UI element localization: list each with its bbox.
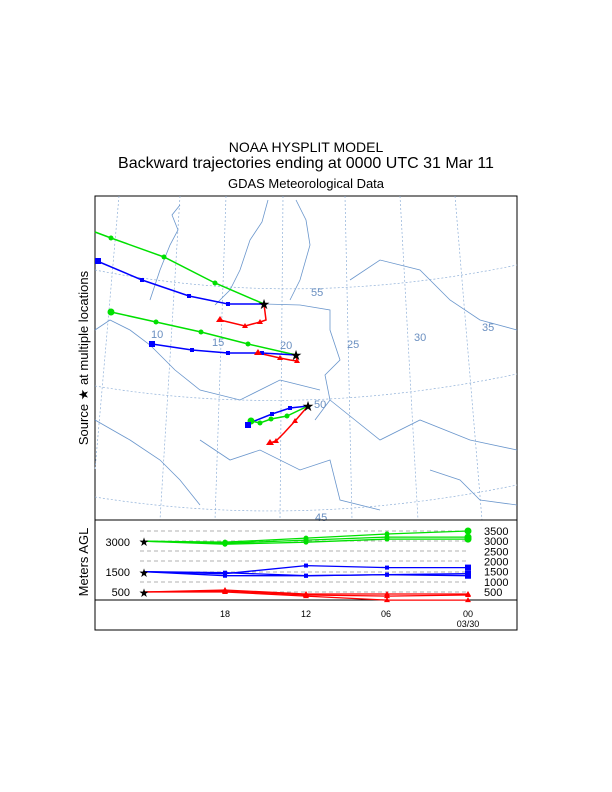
right-tick-3000: 3000	[484, 536, 508, 548]
left-tick-500: 500	[112, 587, 130, 599]
lon-label-30: 30	[414, 332, 426, 344]
x-tick-12: 12	[301, 609, 311, 619]
height-marker	[303, 592, 309, 598]
height-marker	[465, 572, 471, 579]
coastlines	[94, 199, 518, 511]
height-marker	[384, 597, 390, 603]
height-marker	[223, 573, 227, 578]
lon-label-10: 10	[151, 329, 163, 341]
graticule	[94, 195, 518, 521]
trajectory-markers: ★ ★ ★	[95, 235, 315, 445]
star-icon: ★	[139, 586, 150, 600]
lat-label-55: 55	[311, 287, 323, 299]
star-icon: ★	[139, 535, 150, 549]
x-tick-18: 18	[220, 609, 230, 619]
lon-label-20: 20	[280, 340, 292, 352]
height-marker	[465, 597, 471, 603]
lon-label-25: 25	[347, 339, 359, 351]
height-marker	[304, 573, 308, 578]
x-date: 03/30	[457, 619, 480, 629]
height-marker	[385, 565, 389, 570]
height-marker	[464, 533, 472, 541]
star-icon: ★	[139, 566, 150, 580]
right-tick-2000: 2000	[484, 557, 508, 569]
star-icon: ★	[302, 398, 315, 414]
right-tick-500: 500	[484, 587, 502, 599]
map-ylabel: Source ★ at multiple locations	[76, 270, 91, 445]
left-tick-3000: 3000	[106, 537, 130, 549]
plot-subtitle: GDAS Meteorological Data	[227, 176, 385, 191]
model-name: NOAA HYSPLIT MODEL	[228, 139, 384, 155]
height-marker	[222, 540, 228, 546]
left-tick-1500: 1500	[106, 567, 130, 579]
time-axis-frame	[94, 599, 518, 631]
height-marker	[384, 593, 390, 599]
star-icon: ★	[290, 347, 303, 363]
height-marker	[222, 587, 228, 593]
height-marker	[385, 572, 389, 577]
height-marker	[465, 592, 471, 598]
trajectories	[94, 231, 309, 444]
lon-label-15: 15	[212, 337, 224, 349]
traj2-green	[110, 311, 297, 356]
lon-label-35: 35	[482, 322, 494, 334]
map-frame	[94, 195, 518, 521]
plot-title: Backward trajectories ending at 0000 UTC…	[118, 155, 494, 172]
height-marker	[464, 527, 472, 535]
right-tick-1500: 1500	[484, 567, 508, 579]
height-ylabel: Meters AGL	[76, 528, 91, 597]
height-marker	[223, 570, 227, 575]
x-tick-06: 06	[381, 609, 391, 619]
right-tick-1000: 1000	[484, 577, 508, 589]
height-marker	[303, 537, 309, 543]
traj1-blue	[96, 260, 264, 305]
height-marker	[465, 564, 471, 571]
traj3-green	[250, 405, 309, 424]
lat-label-45: 45	[315, 512, 327, 524]
height-series	[143, 527, 472, 603]
right-tick-3500: 3500	[484, 526, 508, 538]
star-icon: ★	[258, 296, 271, 312]
right-tick-2500: 2500	[484, 546, 508, 558]
lat-label-50: 50	[314, 399, 326, 411]
height-marker	[304, 563, 308, 568]
x-tick-00: 00	[463, 609, 473, 619]
height-marker	[384, 534, 390, 540]
